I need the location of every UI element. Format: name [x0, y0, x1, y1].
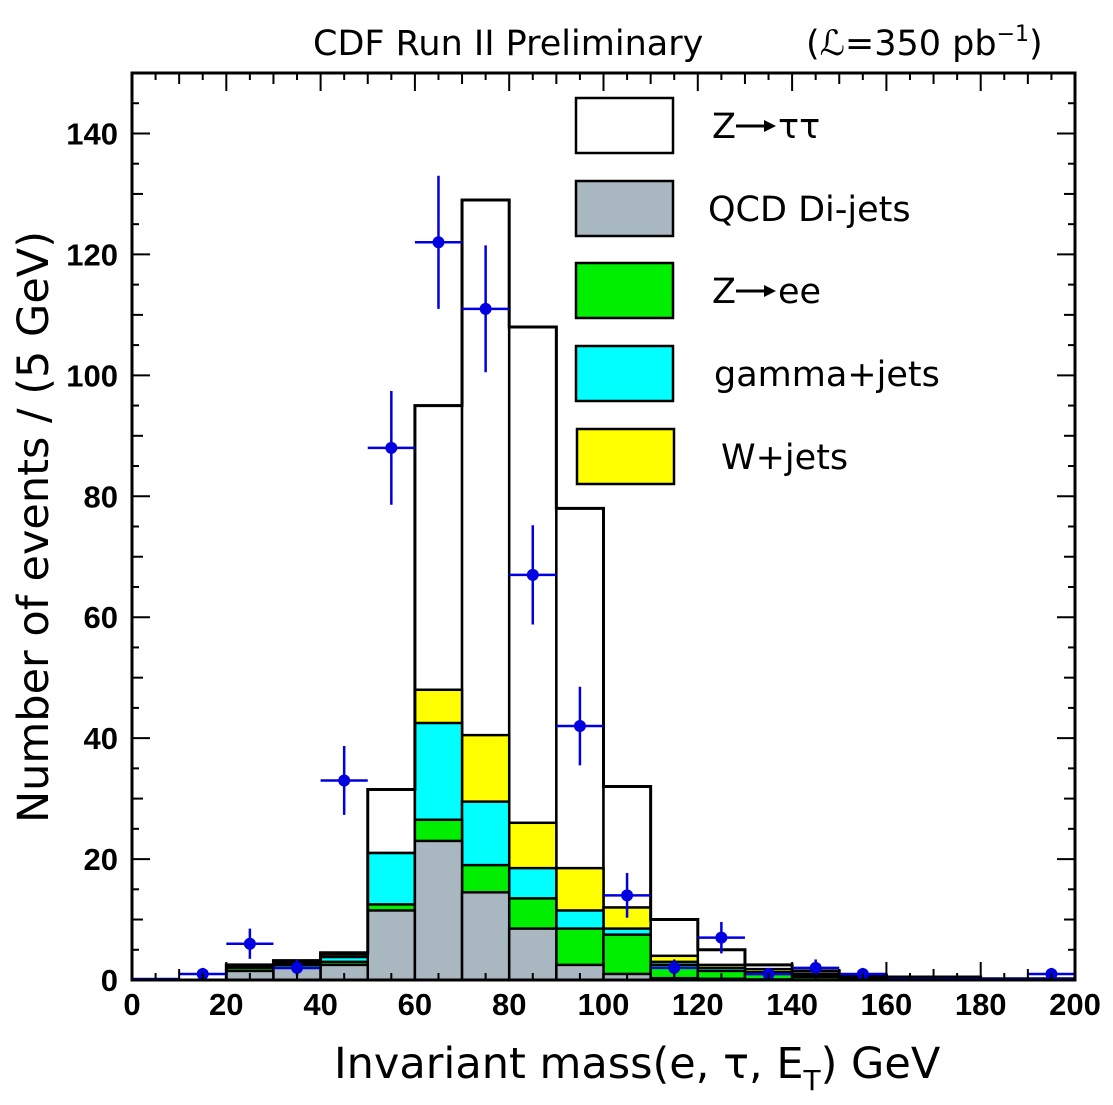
bar-qcd-di-jets-bin-4: [366, 909, 417, 982]
data-marker: [243, 937, 256, 950]
data-marker: [291, 961, 304, 974]
chart-title: CDF Run II Preliminary: [313, 24, 703, 64]
legend-label-suffix: ττ: [778, 107, 820, 147]
y-tick-label: 0: [101, 963, 118, 998]
x-tick-label: 100: [578, 987, 630, 1022]
data-point: [462, 245, 510, 373]
data-point: [273, 959, 321, 977]
legend-item-qcd-di-jets: QCD Di-jets: [574, 179, 911, 238]
data-point: [556, 686, 604, 766]
data-marker: [573, 720, 586, 733]
legend-swatch: [574, 96, 675, 155]
x-tick-label: 160: [861, 987, 913, 1022]
data-point: [226, 928, 274, 959]
data-point: [367, 391, 415, 505]
y-tick-label: 40: [84, 721, 118, 756]
x-tick-label: 0: [123, 987, 140, 1022]
x-axis-label: Invariant mass(e, τ, ET) GeV: [334, 1039, 941, 1097]
bar-qcd-di-jets-bin-7: [507, 927, 558, 982]
data-marker: [809, 961, 822, 974]
legend-label: QCD Di-jets: [708, 190, 911, 230]
data-marker: [668, 961, 681, 974]
x-tick-label: 180: [955, 987, 1007, 1022]
luminosity-label: (ℒ=350 pb−1): [806, 22, 1043, 64]
legend-swatch: [575, 427, 676, 486]
x-tick-label: 140: [766, 987, 818, 1022]
legend-label: Z: [712, 107, 736, 147]
data-marker: [526, 568, 539, 581]
y-tick-label: 120: [66, 237, 118, 272]
data-marker: [621, 889, 634, 902]
legend-label: W+jets: [721, 438, 848, 478]
data-marker: [385, 441, 398, 454]
legend-label-suffix: ee: [778, 272, 821, 312]
data-point: [509, 525, 557, 625]
data-marker: [715, 931, 728, 944]
bar-qcd-di-jets-bin-5: [413, 839, 464, 982]
bar-z-ee-bin-9: [602, 933, 652, 982]
arrow-head-icon: [764, 285, 776, 297]
legend-label: Z: [712, 272, 736, 312]
y-tick-label: 100: [66, 358, 118, 393]
y-tick-label: 80: [84, 479, 118, 514]
legend-item-w-jets: W+jets: [575, 427, 848, 486]
x-tick-label: 80: [492, 987, 526, 1022]
data-point: [697, 921, 745, 954]
bar-qcd-di-jets-bin-6: [460, 891, 511, 982]
y-tick-label: 140: [66, 116, 118, 151]
legend-item-gamma-jets: gamma+jets: [574, 344, 940, 403]
data-marker: [432, 236, 445, 249]
legend-swatch: [574, 179, 675, 238]
x-tick-label: 60: [398, 987, 432, 1022]
data-marker: [479, 302, 492, 315]
data-point: [320, 745, 368, 815]
x-tick-label: 40: [303, 987, 337, 1022]
y-axis-label: Number of events / (5 GeV): [9, 231, 59, 823]
arrow-head-icon: [764, 120, 776, 132]
data-point: [603, 872, 651, 918]
legend-swatch: [574, 344, 675, 403]
data-point: [414, 175, 463, 309]
axis-ticks: 0 20 40 60 80 100 120 140 160 180 200 0 20 40 60 80 100 1…: [66, 72, 1101, 1022]
y-tick-label: 20: [84, 842, 118, 877]
x-tick-label: 200: [1049, 987, 1101, 1022]
legend-label: gamma+jets: [714, 355, 940, 395]
data-points: [132, 175, 1075, 981]
y-tick-label: 60: [84, 600, 118, 635]
x-tick-label: 120: [672, 987, 724, 1022]
legend-swatch: [574, 261, 675, 320]
data-marker: [338, 774, 351, 787]
x-tick-label: 20: [209, 987, 243, 1022]
